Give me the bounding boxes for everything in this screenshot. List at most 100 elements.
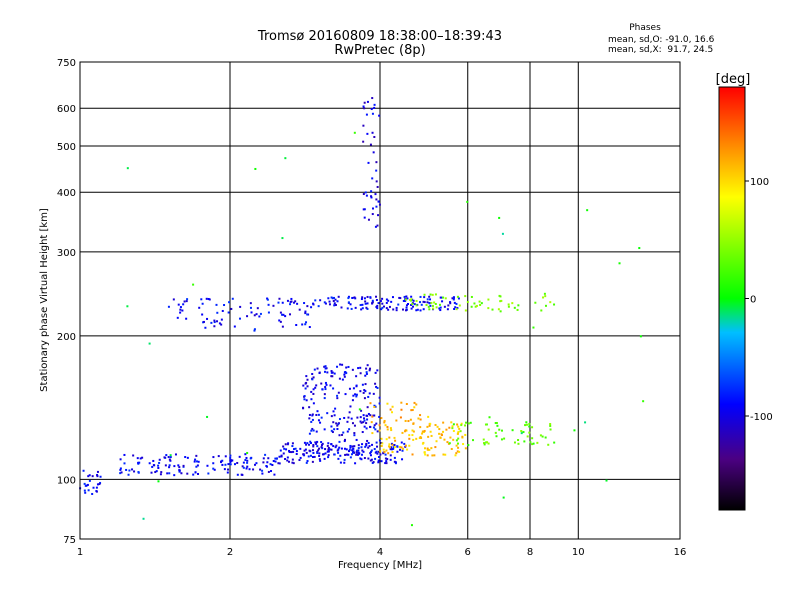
data-point bbox=[366, 418, 369, 421]
data-point bbox=[332, 410, 335, 413]
data-point bbox=[517, 442, 520, 445]
data-point bbox=[273, 473, 276, 476]
data-point bbox=[420, 437, 423, 440]
data-point bbox=[267, 303, 270, 306]
data-point bbox=[323, 301, 326, 304]
data-point bbox=[500, 299, 503, 302]
data-point bbox=[547, 443, 550, 446]
data-point bbox=[272, 304, 275, 307]
data-point bbox=[83, 489, 86, 492]
data-point bbox=[253, 329, 256, 332]
data-point bbox=[401, 431, 404, 434]
data-point bbox=[362, 391, 365, 394]
data-point bbox=[306, 305, 309, 308]
data-point bbox=[284, 315, 287, 318]
data-point bbox=[440, 296, 443, 299]
data-point bbox=[266, 298, 269, 301]
data-point bbox=[345, 366, 348, 369]
data-point bbox=[119, 472, 122, 475]
data-point bbox=[418, 437, 421, 440]
data-point bbox=[528, 422, 531, 425]
data-point bbox=[365, 444, 368, 447]
y-tick-label: 100 bbox=[57, 475, 76, 486]
data-point bbox=[364, 300, 367, 303]
data-point bbox=[531, 437, 534, 440]
data-point bbox=[376, 185, 379, 188]
data-point bbox=[351, 449, 354, 452]
data-point bbox=[364, 302, 367, 305]
data-point bbox=[346, 420, 349, 423]
data-point bbox=[384, 424, 387, 427]
data-point bbox=[415, 437, 418, 440]
data-point bbox=[305, 443, 308, 446]
data-point bbox=[305, 375, 308, 378]
data-point bbox=[212, 462, 215, 465]
data-point bbox=[200, 298, 203, 301]
data-point bbox=[266, 297, 269, 300]
data-point bbox=[544, 295, 547, 298]
data-point bbox=[385, 449, 388, 452]
data-point bbox=[370, 449, 373, 452]
data-point bbox=[332, 445, 335, 448]
data-point bbox=[291, 458, 294, 461]
data-point bbox=[401, 449, 404, 452]
data-point bbox=[96, 475, 99, 478]
data-point bbox=[456, 307, 459, 310]
data-point bbox=[374, 405, 377, 408]
data-point bbox=[363, 101, 366, 104]
data-point bbox=[383, 419, 386, 422]
data-point bbox=[361, 431, 364, 434]
data-point bbox=[465, 421, 468, 424]
data-point bbox=[256, 307, 259, 310]
data-point bbox=[379, 300, 382, 303]
data-point bbox=[349, 456, 352, 459]
data-point bbox=[365, 194, 368, 197]
data-point bbox=[380, 417, 383, 420]
data-point bbox=[369, 414, 372, 417]
data-point bbox=[415, 403, 418, 406]
chart-title: Tromsø 20160809 18:38:00–18:39:43 bbox=[257, 29, 502, 44]
data-point bbox=[201, 302, 204, 305]
data-point bbox=[401, 458, 404, 461]
data-point bbox=[352, 394, 355, 397]
data-point bbox=[250, 311, 253, 314]
data-point bbox=[456, 450, 459, 453]
data-point bbox=[362, 124, 365, 127]
y-axis-label: Stationary phase Virtual Height [km] bbox=[39, 208, 50, 392]
data-point bbox=[238, 455, 241, 458]
data-point bbox=[176, 316, 179, 319]
data-point bbox=[363, 107, 366, 110]
data-point bbox=[369, 296, 372, 299]
data-point bbox=[539, 434, 542, 437]
data-point bbox=[400, 408, 403, 411]
data-point bbox=[185, 317, 188, 320]
data-point bbox=[305, 451, 308, 454]
data-point bbox=[186, 456, 189, 459]
data-point bbox=[523, 440, 526, 443]
data-point bbox=[440, 434, 443, 437]
data-point bbox=[305, 321, 308, 324]
data-point bbox=[304, 448, 307, 451]
data-point bbox=[396, 450, 399, 453]
x-axis-label: Frequency [MHz] bbox=[338, 560, 422, 571]
data-point bbox=[526, 435, 529, 438]
data-point bbox=[210, 321, 213, 324]
data-point bbox=[327, 448, 330, 451]
data-point bbox=[371, 97, 374, 100]
data-point bbox=[386, 425, 389, 428]
data-point bbox=[553, 441, 556, 444]
data-point bbox=[404, 298, 407, 301]
data-point bbox=[350, 417, 353, 420]
data-point bbox=[98, 483, 101, 486]
data-point bbox=[517, 304, 520, 307]
data-point bbox=[324, 388, 327, 391]
data-point bbox=[316, 410, 319, 413]
data-point bbox=[457, 442, 460, 445]
data-point bbox=[205, 297, 208, 300]
data-point bbox=[373, 424, 376, 427]
data-point bbox=[318, 458, 321, 461]
data-point bbox=[137, 471, 140, 474]
colorbar-tick-label: -100 bbox=[750, 412, 773, 423]
data-point bbox=[456, 295, 459, 298]
data-point bbox=[428, 295, 431, 298]
